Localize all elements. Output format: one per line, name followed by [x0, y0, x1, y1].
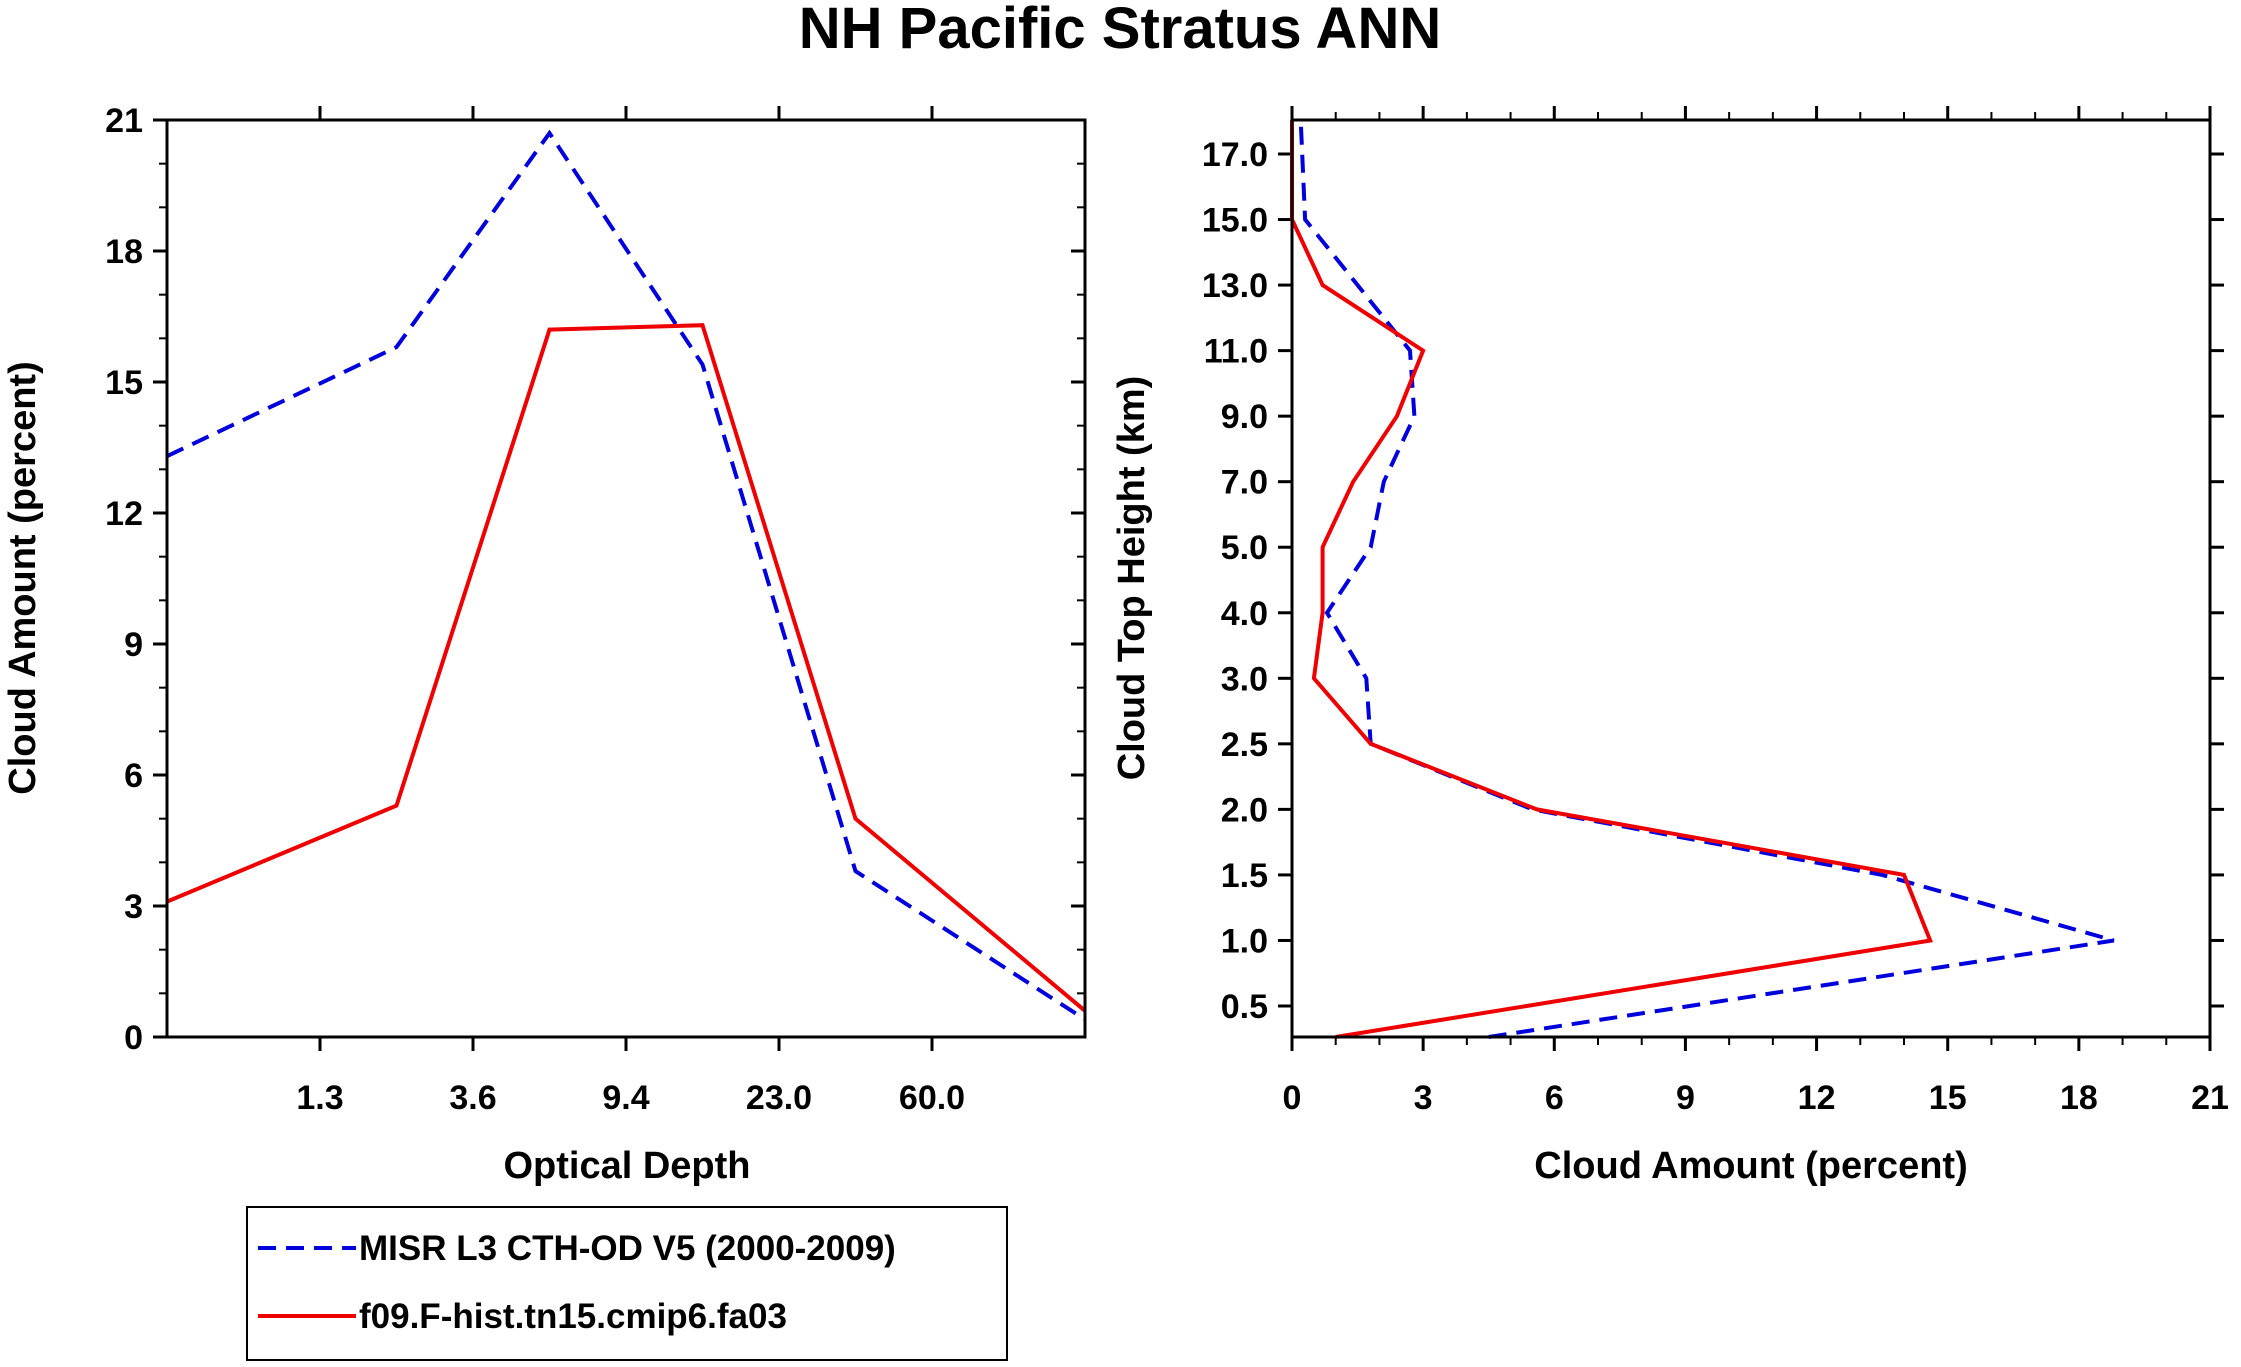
right-xtick-label: 3: [1414, 1079, 1433, 1117]
chart-title: NH Pacific Stratus ANN: [799, 0, 1441, 61]
left-ytick-label: 9: [124, 626, 143, 664]
right-xtick-label: 6: [1545, 1079, 1564, 1117]
legend-box: [246, 1206, 1008, 1361]
left-x-axis-label: Optical Depth: [503, 1145, 750, 1187]
right-x-axis-label: Cloud Amount (percent): [1534, 1145, 1967, 1187]
left-ytick-label: 12: [105, 495, 143, 533]
right-ytick-label: 4.0: [1221, 595, 1268, 633]
right-ytick-label: 7.0: [1221, 464, 1268, 502]
legend-label-model: f09.F-hist.tn15.cmip6.fa03: [359, 1297, 787, 1336]
right-xtick-label: 9: [1676, 1079, 1695, 1117]
right-ytick-label: 11.0: [1204, 333, 1268, 371]
right-ytick-label: 0.5: [1221, 988, 1268, 1026]
right-xtick-label: 21: [2191, 1079, 2229, 1117]
left-ytick-label: 3: [124, 888, 143, 926]
right-y-axis-label: Cloud Top Height (km): [1111, 376, 1153, 781]
left-plot-frame: [165, 118, 1087, 1039]
right-xtick-label: 12: [1798, 1079, 1836, 1117]
left-ytick-label: 15: [105, 364, 143, 402]
right-ytick-label: 13.0: [1202, 267, 1268, 305]
right-ytick-label: 1.5: [1221, 857, 1268, 895]
legend-label-misr: MISR L3 CTH-OD V5 (2000-2009): [359, 1229, 896, 1268]
left-ytick-label: 6: [124, 757, 143, 795]
left-series-misr-line: [166, 129, 1087, 1022]
right-ytick-label: 15.0: [1202, 202, 1268, 240]
left-xtick-label: 9.4: [602, 1079, 649, 1117]
left-xtick-label: 1.3: [296, 1079, 343, 1117]
right-plot-frame: [1290, 118, 2212, 1039]
left-ytick-label: 18: [105, 233, 143, 271]
right-xtick-label: 15: [1929, 1079, 1967, 1117]
left-ytick-label: 21: [105, 102, 143, 140]
left-panel: 0 3 6 9 12 15 18 21 1.3 3.6 9.4 23.0 60.0 Optical D…: [2, 102, 1087, 1187]
left-ytick-label: 0: [124, 1019, 143, 1057]
left-xtick-label: 3.6: [449, 1079, 496, 1117]
right-series-model-line: [1290, 120, 1933, 1039]
left-y-axis-label: Cloud Amount (percent): [2, 361, 44, 794]
right-series-misr-line: [1298, 119, 2115, 1039]
right-ytick-label: 5.0: [1221, 529, 1268, 567]
left-xtick-label: 23.0: [746, 1079, 812, 1117]
right-panel: 0.5 1.0 1.5 2.0 2.5 3.0 4.0 5.0 7.0 9.0 11.0 13.0 15…: [1111, 106, 2229, 1187]
right-ytick-label: 9.0: [1221, 398, 1268, 436]
legend: MISR L3 CTH-OD V5 (2000-2009) f09.F-hist…: [246, 1206, 1008, 1361]
right-xtick-label: 0: [1283, 1079, 1302, 1117]
left-xtick-label: 60.0: [899, 1079, 965, 1117]
right-ytick-label: 2.5: [1221, 726, 1268, 764]
right-ytick-label: 3.0: [1221, 660, 1268, 698]
left-series-model-line: [166, 323, 1087, 1013]
right-ytick-label: 2.0: [1221, 791, 1268, 829]
right-ytick-label: 17.0: [1202, 136, 1268, 174]
right-xtick-label: 18: [2060, 1079, 2098, 1117]
right-ytick-label: 1.0: [1221, 922, 1268, 960]
